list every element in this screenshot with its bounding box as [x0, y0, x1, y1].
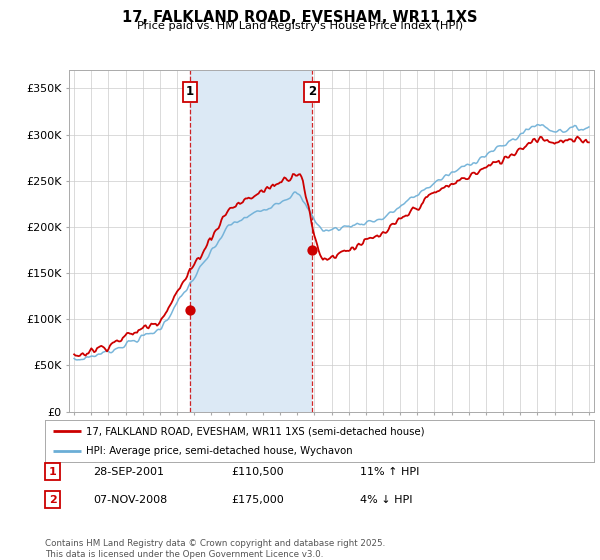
Text: Price paid vs. HM Land Registry's House Price Index (HPI): Price paid vs. HM Land Registry's House …: [137, 21, 463, 31]
Text: £175,000: £175,000: [231, 494, 284, 505]
Text: 07-NOV-2008: 07-NOV-2008: [93, 494, 167, 505]
Text: 2: 2: [49, 494, 56, 505]
Text: 1: 1: [49, 466, 56, 477]
Point: [185, 305, 195, 314]
Text: 11% ↑ HPI: 11% ↑ HPI: [360, 466, 419, 477]
Text: Contains HM Land Registry data © Crown copyright and database right 2025.
This d: Contains HM Land Registry data © Crown c…: [45, 539, 385, 559]
Text: 28-SEP-2001: 28-SEP-2001: [93, 466, 164, 477]
Text: £110,500: £110,500: [231, 466, 284, 477]
Point: [307, 245, 317, 254]
Text: 17, FALKLAND ROAD, EVESHAM, WR11 1XS (semi-detached house): 17, FALKLAND ROAD, EVESHAM, WR11 1XS (se…: [86, 426, 425, 436]
Text: 1: 1: [186, 85, 194, 99]
Text: 17, FALKLAND ROAD, EVESHAM, WR11 1XS: 17, FALKLAND ROAD, EVESHAM, WR11 1XS: [122, 10, 478, 25]
Text: HPI: Average price, semi-detached house, Wychavon: HPI: Average price, semi-detached house,…: [86, 446, 353, 456]
Text: 2: 2: [308, 85, 316, 99]
Text: 4% ↓ HPI: 4% ↓ HPI: [360, 494, 413, 505]
